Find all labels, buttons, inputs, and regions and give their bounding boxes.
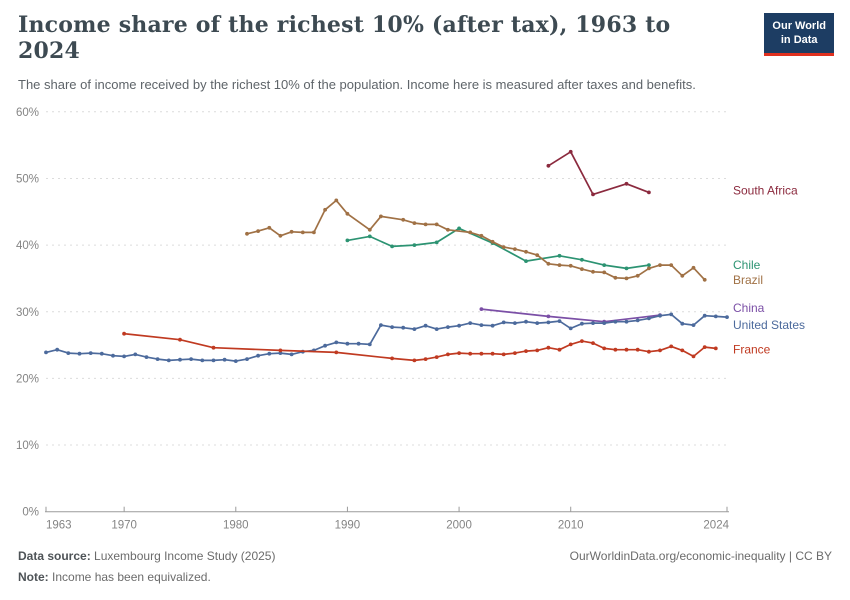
- series-label-chile[interactable]: Chile: [733, 258, 761, 272]
- series-line-france[interactable]: [123, 332, 717, 362]
- data-source-label: Data source:: [18, 549, 91, 563]
- x-axis-labels: 1963 1970 1980 1990 2000 2010 2024: [46, 520, 730, 532]
- series-markers-chile: [345, 226, 651, 271]
- data-source-value: Luxembourg Income Study (2025): [90, 549, 276, 563]
- page-title: Income share of the richest 10% (after t…: [18, 12, 671, 65]
- series-south-africa[interactable]: South Africa: [546, 149, 799, 198]
- x-tick-label: 1963: [46, 520, 72, 532]
- series-line-chile[interactable]: [346, 227, 650, 270]
- series-label-united-states[interactable]: United States: [733, 318, 805, 332]
- note-value: Income has been equivalized.: [48, 570, 211, 584]
- series-markers-brazil: [245, 198, 707, 282]
- y-tick-label: 60%: [16, 107, 39, 119]
- owid-logo-line2: in Data: [780, 34, 818, 47]
- owid-logo[interactable]: Our World in Data: [764, 13, 834, 56]
- y-axis-labels: 0% 10% 20% 30% 40% 50% 60%: [16, 107, 39, 519]
- series-line-china[interactable]: [480, 308, 661, 323]
- series-label-south-africa[interactable]: South Africa: [733, 183, 798, 197]
- x-tick-label: 2000: [446, 520, 472, 532]
- series-united-states[interactable]: United States: [44, 312, 805, 364]
- series-markers-south-africa: [546, 149, 651, 197]
- y-tick-label: 50%: [16, 173, 39, 185]
- series-brazil[interactable]: Brazil: [245, 198, 763, 287]
- series-line-south-africa[interactable]: [547, 150, 650, 196]
- y-tick-label: 0%: [22, 507, 39, 519]
- note-line: Note: Income has been equivalized.: [18, 567, 832, 588]
- y-tick-label: 30%: [16, 307, 39, 319]
- series-label-china[interactable]: China: [733, 301, 765, 315]
- note-label: Note:: [18, 570, 49, 584]
- chart-header: Income share of the richest 10% (after t…: [18, 12, 738, 96]
- chart-footer: Data source: Luxembourg Income Study (20…: [18, 546, 832, 588]
- series-china[interactable]: China: [479, 301, 765, 324]
- y-tick-label: 10%: [16, 440, 39, 452]
- series-markers-united-states: [44, 312, 729, 363]
- series-line-brazil[interactable]: [246, 199, 706, 281]
- y-tick-label: 20%: [16, 373, 39, 385]
- owid-logo-line1: Our World: [772, 20, 826, 32]
- x-tick-label: 2024: [703, 520, 729, 532]
- credit-link[interactable]: OurWorldinData.org/economic-inequality |…: [569, 549, 832, 563]
- series-chile[interactable]: Chile: [345, 226, 761, 273]
- line-chart[interactable]: 0% 10% 20% 30% 40% 50% 60% 1963 1970 1980 1990 2000…: [0, 88, 850, 545]
- x-axis: [45, 506, 729, 513]
- x-tick-label: 1990: [335, 520, 361, 532]
- series-markers-france: [122, 331, 718, 363]
- x-tick-label: 1970: [111, 520, 137, 532]
- series-label-france[interactable]: France: [733, 342, 771, 356]
- chart-subtitle: The share of income received by the rich…: [18, 76, 696, 92]
- y-tick-label: 40%: [16, 240, 39, 252]
- series-france[interactable]: France: [122, 331, 771, 363]
- data-source-line: Data source: Luxembourg Income Study (20…: [18, 546, 832, 567]
- series-label-brazil[interactable]: Brazil: [733, 273, 763, 287]
- x-tick-label: 1980: [223, 520, 249, 532]
- x-tick-label: 2010: [558, 520, 584, 532]
